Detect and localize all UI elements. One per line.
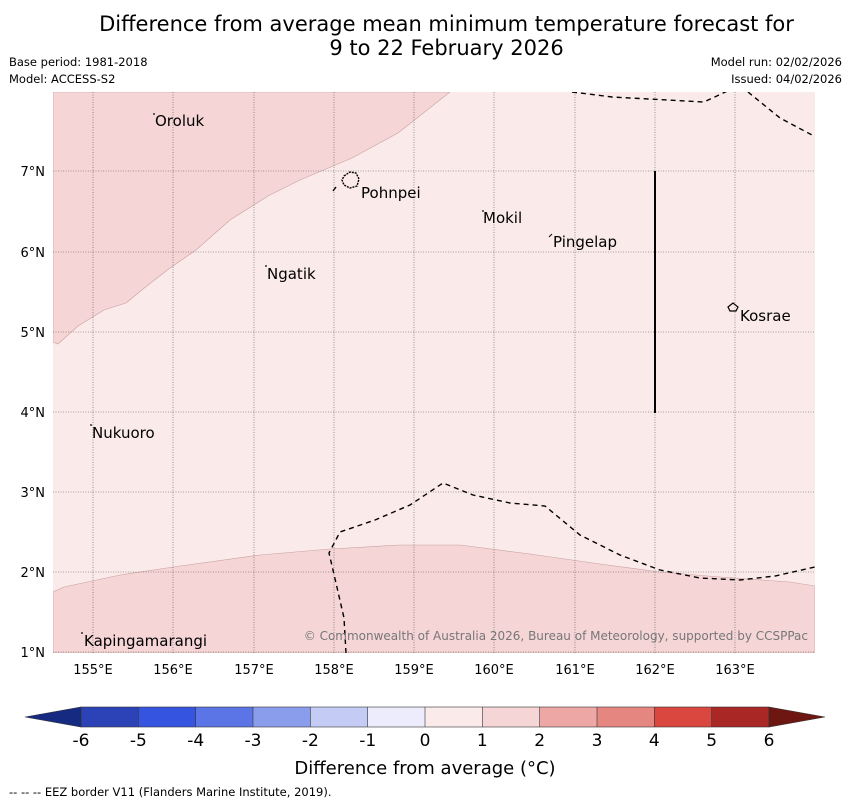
- colorbar-tick: -1: [359, 731, 376, 751]
- lon-label: 159°E: [394, 663, 434, 678]
- eez-border-south: [328, 482, 815, 653]
- eez-border-north: [571, 92, 727, 103]
- lat-label: 2°N: [21, 566, 46, 581]
- graticule: [53, 92, 815, 653]
- colorbar-tick: 4: [649, 731, 660, 751]
- colorbar-extend-high: [768, 706, 826, 728]
- kapingamarangi-island: [81, 632, 83, 634]
- issued-text: Issued: 04/02/2026: [731, 72, 842, 86]
- label-oroluk: Oroluk: [155, 112, 204, 130]
- label-ngatik: Ngatik: [267, 265, 316, 283]
- lon-label: 158°E: [314, 663, 354, 678]
- pingelap-island: [548, 233, 553, 238]
- colorbar-label: Difference from average (°C): [294, 758, 555, 779]
- colorbar: -6 -5 -4 -3 -2 -1 0 1 2 3 4 5 6 Differen…: [24, 706, 826, 779]
- colorbar-tick: -5: [130, 731, 147, 751]
- colorbar-swatch: [482, 707, 540, 727]
- lon-label: 157°E: [234, 663, 274, 678]
- colorbar-swatch: [253, 707, 311, 727]
- lat-label: 5°N: [21, 326, 46, 341]
- lon-label: 156°E: [153, 663, 193, 678]
- map-layers: Oroluk Pohnpei Mokil Pingelap Ngatik Kos…: [53, 92, 815, 653]
- lon-label: 163°E: [715, 663, 755, 678]
- colorbar-dividers: [138, 707, 713, 727]
- lat-label: 6°N: [21, 246, 46, 261]
- colorbar-swatch: [711, 707, 769, 727]
- colorbar-extend-low: [24, 706, 82, 728]
- colorbar-swatch: [654, 707, 712, 727]
- shaded-region-north: [53, 92, 451, 345]
- lat-label: 3°N: [21, 486, 46, 501]
- pohnpei-island: [341, 171, 360, 189]
- ngatik-island: [265, 265, 267, 267]
- colorbar-swatch: [81, 707, 139, 727]
- footnote: -- -- -- EEZ border V11 (Flanders Marine…: [9, 785, 332, 799]
- colorbar-tick: 1: [477, 731, 488, 751]
- title-line-1: Difference from average mean minimum tem…: [99, 12, 794, 36]
- label-nukuoro: Nukuoro: [92, 424, 155, 442]
- label-mokil: Mokil: [483, 209, 522, 227]
- lat-label: 7°N: [21, 165, 46, 180]
- colorbar-swatch: [138, 707, 196, 727]
- kosrae-island: [727, 302, 739, 312]
- longitude-labels: 155°E 156°E 157°E 158°E 159°E 160°E 161°…: [73, 663, 755, 678]
- chart-title: Difference from average mean minimum tem…: [0, 12, 850, 60]
- colorbar-tick: -3: [245, 731, 262, 751]
- copyright-text: © Commonwealth of Australia 2026, Bureau…: [304, 629, 808, 643]
- mokil-island: [482, 210, 484, 212]
- lon-label: 155°E: [73, 663, 113, 678]
- label-pingelap: Pingelap: [553, 233, 617, 251]
- colorbar-swatch: [539, 707, 597, 727]
- lat-label: 1°N: [21, 646, 46, 661]
- meta-left: Base period: 1981-2018 Model: ACCESS-S2: [9, 54, 148, 88]
- eez-border-fragment: [332, 186, 337, 192]
- colorbar-tick: 6: [764, 731, 775, 751]
- eez-borders: [328, 92, 815, 653]
- label-kosrae: Kosrae: [740, 307, 791, 325]
- base-period-text: Base period: 1981-2018: [9, 55, 148, 69]
- label-pohnpei: Pohnpei: [361, 184, 421, 202]
- label-kapingamarangi: Kapingamarangi: [84, 632, 207, 650]
- colorbar-swatch: [310, 707, 368, 727]
- lon-label: 161°E: [555, 663, 595, 678]
- lon-label: 162°E: [635, 663, 675, 678]
- eez-border-northeast: [747, 92, 813, 136]
- colorbar-tick: -4: [187, 731, 204, 751]
- colorbar-swatch: [597, 707, 655, 727]
- model-run-text: Model run: 02/02/2026: [710, 55, 842, 69]
- lat-label: 4°N: [21, 406, 46, 421]
- lon-label: 160°E: [474, 663, 514, 678]
- colorbar-tick: 5: [706, 731, 717, 751]
- meta-right: Model run: 02/02/2026 Issued: 04/02/2026: [711, 54, 842, 88]
- latitude-labels: 7°N 6°N 5°N 4°N 3°N 2°N 1°N: [21, 165, 46, 661]
- colorbar-tick: 2: [534, 731, 545, 751]
- colorbar-swatch: [425, 707, 483, 727]
- title-line-2: 9 to 22 February 2026: [329, 36, 564, 60]
- colorbar-tick: 3: [592, 731, 603, 751]
- colorbar-tick: 0: [420, 731, 431, 751]
- colorbar-tick: -6: [73, 731, 90, 751]
- oroluk-island: [153, 113, 155, 115]
- colorbar-tick: -2: [302, 731, 319, 751]
- colorbar-swatch: [367, 707, 425, 727]
- nukuoro-island: [90, 424, 92, 426]
- colorbar-swatch: [195, 707, 253, 727]
- model-text: Model: ACCESS-S2: [9, 72, 116, 86]
